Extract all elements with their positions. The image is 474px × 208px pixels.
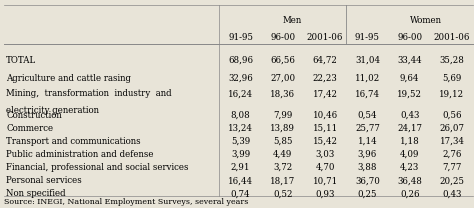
Text: 3,96: 3,96 [358, 150, 377, 159]
Text: 18,36: 18,36 [270, 89, 295, 98]
Text: 24,17: 24,17 [397, 124, 422, 133]
Text: Transport and communications: Transport and communications [6, 137, 141, 146]
Text: 66,56: 66,56 [271, 56, 295, 65]
Text: Non specified: Non specified [6, 189, 66, 198]
Text: 0,25: 0,25 [358, 189, 377, 198]
Text: 3,88: 3,88 [358, 163, 377, 172]
Text: 11,02: 11,02 [355, 74, 380, 83]
Text: 16,24: 16,24 [228, 89, 253, 98]
Text: 96-00: 96-00 [270, 33, 295, 42]
Text: 3,72: 3,72 [273, 163, 292, 172]
Text: Personal services: Personal services [6, 176, 82, 185]
Text: TOTAL: TOTAL [6, 56, 36, 65]
Text: 22,23: 22,23 [313, 74, 337, 83]
Text: 13,24: 13,24 [228, 124, 253, 133]
Text: Men: Men [283, 16, 302, 25]
Text: 2001-06: 2001-06 [434, 33, 470, 42]
Text: 19,12: 19,12 [439, 89, 465, 98]
Text: 0,74: 0,74 [231, 189, 250, 198]
Text: 36,70: 36,70 [355, 176, 380, 185]
Text: 18,17: 18,17 [270, 176, 295, 185]
Text: 36,48: 36,48 [397, 176, 422, 185]
Text: 68,96: 68,96 [228, 56, 253, 65]
Text: 0,54: 0,54 [358, 111, 377, 120]
Text: 32,96: 32,96 [228, 74, 253, 83]
Text: 4,70: 4,70 [315, 163, 335, 172]
Text: 16,74: 16,74 [355, 89, 380, 98]
Text: 91-95: 91-95 [355, 33, 380, 42]
Text: 0,93: 0,93 [315, 189, 335, 198]
Text: 4,09: 4,09 [400, 150, 419, 159]
Text: 31,04: 31,04 [355, 56, 380, 65]
Text: 10,46: 10,46 [312, 111, 337, 120]
Text: 25,77: 25,77 [355, 124, 380, 133]
Text: 0,52: 0,52 [273, 189, 292, 198]
Text: 1,18: 1,18 [400, 137, 419, 146]
Text: 3,99: 3,99 [231, 150, 250, 159]
Text: 5,39: 5,39 [231, 137, 250, 146]
Text: 7,99: 7,99 [273, 111, 292, 120]
Text: 15,42: 15,42 [313, 137, 337, 146]
Text: 17,42: 17,42 [313, 89, 337, 98]
Text: electricity generation: electricity generation [6, 106, 99, 115]
Text: Commerce: Commerce [6, 124, 53, 133]
Text: 0,26: 0,26 [400, 189, 419, 198]
Text: 4,23: 4,23 [400, 163, 419, 172]
Text: 96-00: 96-00 [397, 33, 422, 42]
Text: 27,00: 27,00 [270, 74, 295, 83]
Text: 2,76: 2,76 [442, 150, 462, 159]
Text: 10,71: 10,71 [312, 176, 338, 185]
Text: 91-95: 91-95 [228, 33, 253, 42]
Text: 7,77: 7,77 [442, 163, 462, 172]
Text: 5,69: 5,69 [442, 74, 462, 83]
Text: Mining,  transformation  industry  and: Mining, transformation industry and [6, 89, 172, 98]
Text: 35,28: 35,28 [439, 56, 465, 65]
Text: 2001-06: 2001-06 [307, 33, 343, 42]
Text: 4,49: 4,49 [273, 150, 292, 159]
Text: 1,14: 1,14 [357, 137, 377, 146]
Text: 20,25: 20,25 [439, 176, 465, 185]
Text: 5,85: 5,85 [273, 137, 292, 146]
Text: Construction: Construction [6, 111, 62, 120]
Text: Public administration and defense: Public administration and defense [6, 150, 154, 159]
Text: Agriculture and cattle rasing: Agriculture and cattle rasing [6, 74, 131, 83]
Text: 64,72: 64,72 [313, 56, 337, 65]
Text: 9,64: 9,64 [400, 74, 419, 83]
Text: 19,52: 19,52 [397, 89, 422, 98]
Text: 13,89: 13,89 [270, 124, 295, 133]
Text: 26,07: 26,07 [439, 124, 465, 133]
Text: Financial, professional and social services: Financial, professional and social servi… [6, 163, 189, 172]
Text: Women: Women [410, 16, 442, 25]
Text: 16,44: 16,44 [228, 176, 253, 185]
Text: 33,44: 33,44 [397, 56, 422, 65]
Text: 8,08: 8,08 [231, 111, 250, 120]
Text: 17,34: 17,34 [439, 137, 465, 146]
Text: 0,56: 0,56 [442, 111, 462, 120]
Text: 0,43: 0,43 [400, 111, 419, 120]
Text: 0,43: 0,43 [442, 189, 462, 198]
Text: 3,03: 3,03 [316, 150, 335, 159]
Text: 2,91: 2,91 [231, 163, 250, 172]
Text: Source: INEGI, National Employment Surveys, several years: Source: INEGI, National Employment Surve… [4, 198, 248, 206]
Text: 15,11: 15,11 [312, 124, 338, 133]
